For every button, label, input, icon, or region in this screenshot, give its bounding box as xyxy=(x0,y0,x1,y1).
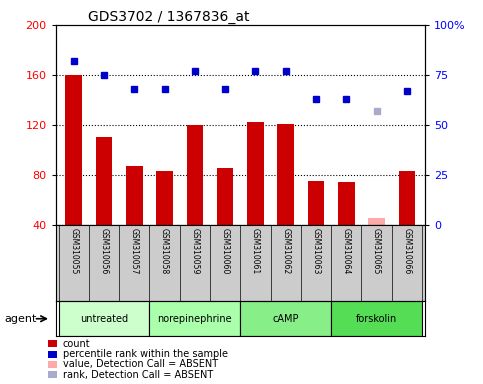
Bar xyxy=(247,122,264,225)
Text: value, Detection Call = ABSENT: value, Detection Call = ABSENT xyxy=(63,359,218,369)
Text: GSM310057: GSM310057 xyxy=(130,228,139,275)
Bar xyxy=(149,301,241,336)
Bar xyxy=(277,124,294,225)
Bar xyxy=(241,301,331,336)
Text: cAMP: cAMP xyxy=(272,314,299,324)
Bar xyxy=(217,169,233,225)
Bar xyxy=(65,75,82,225)
Bar xyxy=(96,137,113,225)
Text: rank, Detection Call = ABSENT: rank, Detection Call = ABSENT xyxy=(63,370,213,380)
Text: GSM310058: GSM310058 xyxy=(160,228,169,275)
Text: GSM310066: GSM310066 xyxy=(402,228,412,275)
Bar xyxy=(186,125,203,225)
Bar xyxy=(308,181,325,225)
Text: forskolin: forskolin xyxy=(356,314,397,324)
Bar xyxy=(126,166,142,225)
Bar xyxy=(398,171,415,225)
Text: norepinephrine: norepinephrine xyxy=(157,314,232,324)
Text: GSM310055: GSM310055 xyxy=(69,228,78,275)
Bar xyxy=(58,301,149,336)
Text: agent: agent xyxy=(5,314,37,324)
Bar xyxy=(338,182,355,225)
Text: percentile rank within the sample: percentile rank within the sample xyxy=(63,349,228,359)
Text: GSM310061: GSM310061 xyxy=(251,228,260,275)
Bar xyxy=(156,171,173,225)
Text: GSM310065: GSM310065 xyxy=(372,228,381,275)
Text: GSM310056: GSM310056 xyxy=(99,228,109,275)
Text: GSM310059: GSM310059 xyxy=(190,228,199,275)
Text: untreated: untreated xyxy=(80,314,128,324)
Text: GSM310060: GSM310060 xyxy=(221,228,229,275)
Bar xyxy=(368,218,385,225)
Text: GDS3702 / 1367836_at: GDS3702 / 1367836_at xyxy=(88,10,250,23)
Text: GSM310063: GSM310063 xyxy=(312,228,321,275)
Text: GSM310062: GSM310062 xyxy=(281,228,290,275)
Bar xyxy=(331,301,422,336)
Text: count: count xyxy=(63,339,90,349)
Text: GSM310064: GSM310064 xyxy=(342,228,351,275)
